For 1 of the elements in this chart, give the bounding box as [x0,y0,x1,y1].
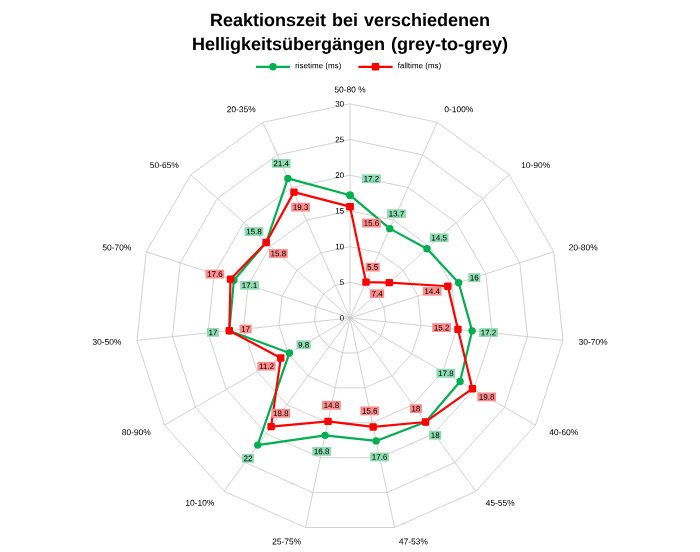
chart-title: Reaktionszeit bei verschiedenen Helligkeitsübergängen (grey-to-grey) [193,13,508,54]
